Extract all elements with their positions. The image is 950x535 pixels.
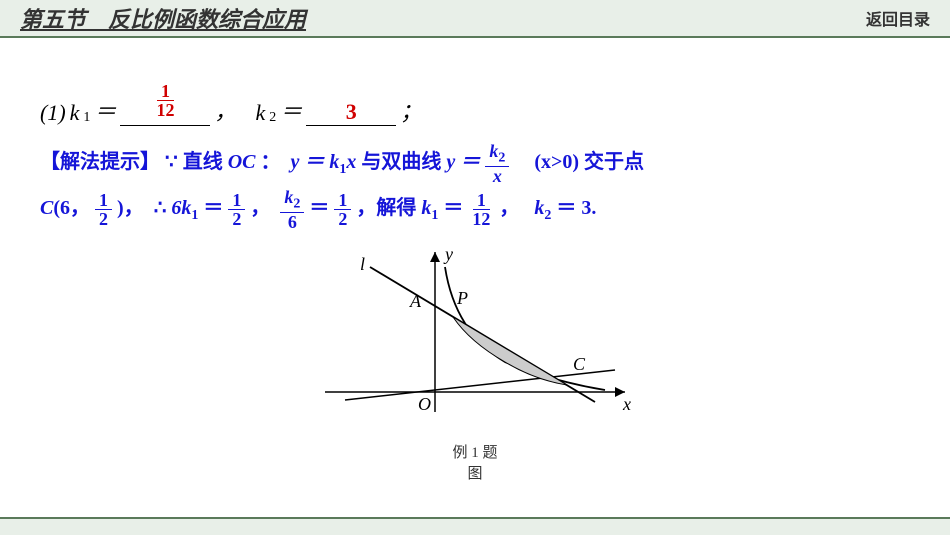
- c-coord-open: (6，: [53, 197, 90, 219]
- k1-res: k: [421, 197, 431, 219]
- comma-1: ，: [214, 94, 236, 126]
- line-oc: [345, 370, 615, 400]
- half-fraction-1: 1 2: [95, 191, 112, 228]
- k26-num: k2: [280, 188, 304, 213]
- 112-den: 12: [468, 210, 494, 228]
- k2-sub: 2: [269, 110, 276, 126]
- y-eq: y ＝: [446, 151, 480, 173]
- y-arrow: [430, 252, 440, 262]
- eq1-lhs: y ＝ k: [291, 151, 340, 173]
- k2x-den: x: [489, 167, 506, 185]
- eq-sign-1: ＝: [203, 197, 228, 219]
- k2-var: k: [255, 100, 265, 126]
- comma-3: ，: [499, 197, 519, 219]
- k26-den: 6: [284, 213, 301, 231]
- k1-res-sub: 1: [431, 208, 438, 223]
- semicolon: ；: [400, 94, 422, 126]
- problem-label: (1): [40, 100, 66, 126]
- problem-line: (1) k1 ＝ 1 12 ， k2 ＝ 3 ；: [40, 88, 910, 126]
- section-title: 第五节 反比例函数综合应用: [20, 2, 306, 34]
- k2-val: ＝ 3.: [556, 197, 596, 219]
- caption-line1: 例 1 题: [452, 445, 497, 461]
- return-link[interactable]: 返回目录: [866, 6, 930, 30]
- k2-answer: 3: [346, 99, 357, 124]
- text-4: ，解得: [356, 197, 421, 219]
- page-footer: [0, 517, 950, 535]
- k1-sub: 1: [83, 110, 90, 126]
- k2-over-x-fraction: k2 x: [485, 142, 509, 185]
- k1-ans-num: 1: [157, 82, 174, 101]
- l-label: l: [360, 254, 365, 274]
- k2-res: k: [534, 197, 544, 219]
- figure-caption: 例 1 题 图: [40, 443, 910, 485]
- one-twelfth-fraction: 1 12: [468, 191, 494, 228]
- k1-ans-den: 12: [152, 101, 178, 119]
- a-label: A: [409, 291, 422, 311]
- oc-label: OC: [228, 151, 256, 173]
- shaded-region: [453, 317, 567, 385]
- eq-sign-2: ＝: [309, 197, 334, 219]
- eq1-x: x: [346, 151, 356, 173]
- caption-line2: 图: [467, 466, 482, 482]
- p-label: P: [456, 288, 468, 308]
- x-label: x: [622, 394, 631, 414]
- because-symbol: ∵: [165, 151, 178, 173]
- c-point-label: C: [573, 354, 586, 374]
- comma-2: ，: [250, 197, 270, 219]
- c-label: C: [40, 197, 53, 219]
- half2-den: 2: [228, 210, 245, 228]
- equals-1: ＝: [94, 94, 116, 126]
- text-3: (x>0) 交于点: [534, 151, 644, 173]
- half3-den: 2: [334, 210, 351, 228]
- k1-var: k: [70, 100, 80, 126]
- k2-res-sub: 2: [544, 208, 551, 223]
- content-area: (1) k1 ＝ 1 12 ， k2 ＝ 3 ； 【解法提示】 ∵ 直线 OC …: [0, 38, 950, 505]
- therefore-symbol: ∴: [154, 197, 167, 219]
- text-2: 与双曲线: [361, 151, 446, 173]
- six-k1-sub: 1: [191, 208, 198, 223]
- half3-num: 1: [334, 191, 351, 210]
- graph-svg: y x l A P C O: [305, 242, 645, 432]
- solution-text: 【解法提示】 ∵ 直线 OC ： y ＝ k1x 与双曲线 y ＝ k2 x (…: [40, 140, 910, 232]
- o-label: O: [418, 394, 431, 414]
- comma-c: ，: [124, 197, 144, 219]
- k1-answer-fraction: 1 12: [152, 82, 178, 119]
- half1-num: 1: [95, 191, 112, 210]
- figure-container: y x l A P C O 例 1 题 图: [40, 242, 910, 485]
- blank-k2: 3: [306, 99, 396, 126]
- close-paren: ): [117, 197, 124, 219]
- text-1: 直线: [183, 151, 228, 173]
- 112-num: 1: [473, 191, 490, 210]
- eq-sign-3: ＝: [443, 197, 468, 219]
- colon: ：: [261, 151, 281, 173]
- y-label: y: [443, 244, 453, 264]
- half1-den: 2: [95, 210, 112, 228]
- half2-num: 1: [228, 191, 245, 210]
- half-fraction-2: 1 2: [228, 191, 245, 228]
- k2-over-6-fraction: k2 6: [280, 188, 304, 231]
- half-fraction-3: 1 2: [334, 191, 351, 228]
- k2x-num: k2: [485, 142, 509, 167]
- six-k1: 6k: [171, 197, 191, 219]
- hint-label: 【解法提示】: [40, 151, 160, 173]
- equals-2: ＝: [280, 94, 302, 126]
- blank-k1: 1 12: [120, 88, 210, 126]
- page-header: 第五节 反比例函数综合应用 返回目录: [0, 0, 950, 38]
